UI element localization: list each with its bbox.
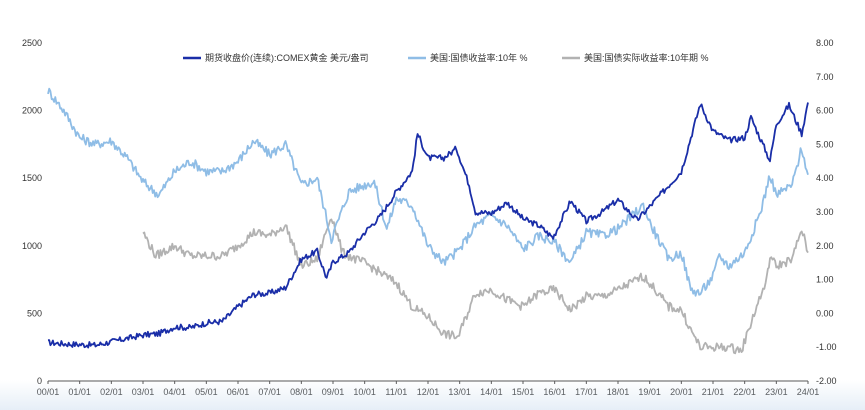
y-right-tick-label: 6.00: [816, 106, 834, 116]
x-tick-label: 19/01: [638, 387, 661, 397]
legend-label-real-yield: 美国:国债实际收益率:10年期 %: [584, 52, 709, 63]
x-tick-label: 08/01: [290, 387, 313, 397]
series-line-real-yield: [142, 218, 809, 355]
y-left-tick-label: 500: [27, 308, 42, 318]
x-tick-label: 17/01: [575, 387, 598, 397]
x-tick-label: 07/01: [258, 387, 281, 397]
x-tick-label: 01/01: [68, 387, 91, 397]
axes: 00/01 01/01 02/01 03/01 04/01 05/01 06/01 07/01…: [22, 38, 837, 397]
series-line-yield10y: [47, 87, 809, 297]
x-tick-label: 23/01: [765, 387, 788, 397]
y-right-tick-label: 0.00: [816, 308, 834, 318]
y-right-tick-label: 2.00: [816, 241, 834, 251]
x-tick-label: 16/01: [543, 387, 566, 397]
y-right-tick-label: 5.00: [816, 139, 834, 149]
x-tick-label: 05/01: [195, 387, 218, 397]
y-left-tick-label: 1000: [22, 241, 42, 251]
x-tick-label: 14/01: [480, 387, 503, 397]
x-tick-label: 09/01: [322, 387, 345, 397]
plot-area: [47, 87, 809, 355]
y-left-tick-label: 2500: [22, 38, 42, 48]
x-tick-label: 02/01: [100, 387, 123, 397]
legend: 期货收盘价(连续):COMEX黄金 美元/盎司 美国:国债收益率:10年 % 美…: [183, 52, 709, 63]
x-tick-label: 13/01: [448, 387, 471, 397]
y-right-tick-label: 4.00: [816, 173, 834, 183]
x-tick-label: 06/01: [227, 387, 250, 397]
x-tick-label: 21/01: [702, 387, 725, 397]
y-right-tick-label: 1.00: [816, 275, 834, 285]
x-tick-label: 04/01: [163, 387, 186, 397]
y-left-tick-label: 0: [37, 376, 42, 386]
x-tick-label: 15/01: [512, 387, 535, 397]
y-right-tick-label: 8.00: [816, 38, 834, 48]
x-tick-label: 00/01: [37, 387, 60, 397]
x-tick-label: 03/01: [132, 387, 155, 397]
x-tick-label: 22/01: [733, 387, 756, 397]
x-tick-label: 12/01: [417, 387, 440, 397]
y-right-tick-label: 7.00: [816, 72, 834, 82]
series-line-gold: [47, 101, 809, 349]
x-tick-label: 18/01: [607, 387, 630, 397]
y-right-tick-label: 3.00: [816, 207, 834, 217]
x-tick-label: 11/01: [385, 387, 407, 397]
y-right-tick-label: -2.00: [816, 376, 837, 386]
y-left-tick-label: 1500: [22, 173, 42, 183]
x-tick-label: 24/01: [797, 387, 820, 397]
legend-label-gold: 期货收盘价(连续):COMEX黄金 美元/盎司: [205, 52, 369, 63]
x-tick-label: 10/01: [353, 387, 376, 397]
legend-label-yield10y: 美国:国债收益率:10年 %: [430, 52, 528, 63]
y-left-tick-label: 2000: [22, 106, 42, 116]
x-tick-label: 20/01: [670, 387, 693, 397]
y-right-tick-label: -1.00: [816, 342, 837, 352]
